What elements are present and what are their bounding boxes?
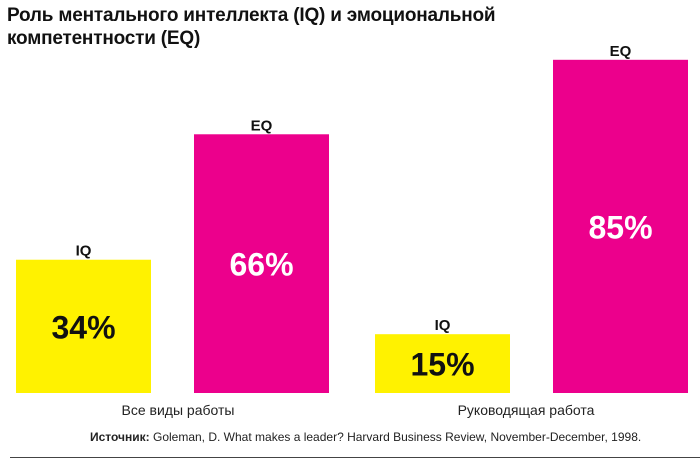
category-label-2: Руководящая работа	[458, 402, 595, 418]
bar-eq-1	[194, 134, 329, 393]
value-label-eq-1: 66%	[229, 247, 293, 283]
value-label-eq-2: 85%	[588, 209, 652, 245]
chart-title: Роль ментального интеллекта (IQ) и эмоци…	[7, 5, 496, 49]
bar-iq-2	[375, 334, 510, 393]
bottom-divider	[10, 457, 700, 458]
series-label-eq-1: EQ	[251, 117, 273, 134]
source-text: Goleman, D. What makes a leader? Harvard…	[149, 430, 642, 444]
source-note: Источник: Goleman, D. What makes a leade…	[90, 430, 695, 444]
series-label-iq-1: IQ	[76, 243, 92, 260]
bar-eq-2	[553, 59, 688, 394]
series-label-iq-2: IQ	[435, 317, 451, 334]
value-label-iq-2: 15%	[410, 347, 474, 383]
bar-iq-1	[16, 259, 151, 393]
value-label-iq-1: 34%	[51, 309, 115, 345]
source-label: Источник:	[90, 430, 150, 444]
series-label-eq-2: EQ	[610, 43, 632, 60]
category-label-1: Все виды работы	[122, 402, 235, 418]
